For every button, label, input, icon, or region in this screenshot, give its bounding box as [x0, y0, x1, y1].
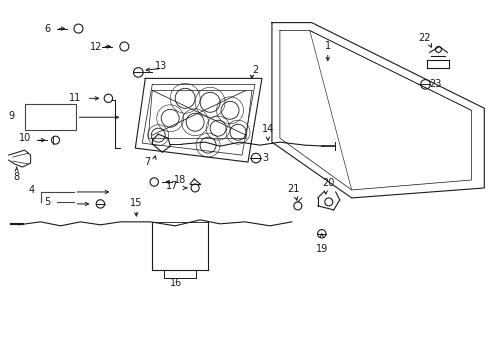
- Text: 23: 23: [428, 79, 441, 89]
- Text: 17: 17: [165, 181, 178, 191]
- Text: 13: 13: [155, 62, 167, 71]
- Text: 4: 4: [28, 185, 35, 195]
- Text: 21: 21: [287, 184, 300, 194]
- Text: 10: 10: [19, 133, 31, 143]
- Text: 14: 14: [261, 124, 273, 134]
- Text: 1: 1: [324, 41, 330, 50]
- Text: 5: 5: [44, 197, 50, 207]
- Text: 20: 20: [321, 178, 333, 188]
- Text: 9: 9: [8, 111, 15, 121]
- Text: 11: 11: [68, 93, 81, 103]
- Bar: [24, 104, 76, 130]
- Text: 3: 3: [262, 153, 267, 163]
- Text: 22: 22: [417, 32, 430, 42]
- Text: 6: 6: [44, 24, 51, 33]
- Text: 7: 7: [144, 157, 150, 167]
- Text: 2: 2: [251, 66, 258, 76]
- Text: 16: 16: [170, 278, 182, 288]
- Text: 18: 18: [174, 175, 186, 185]
- Text: 12: 12: [90, 41, 102, 51]
- Text: 19: 19: [315, 244, 327, 254]
- Text: 15: 15: [130, 198, 142, 208]
- Text: 8: 8: [14, 172, 20, 182]
